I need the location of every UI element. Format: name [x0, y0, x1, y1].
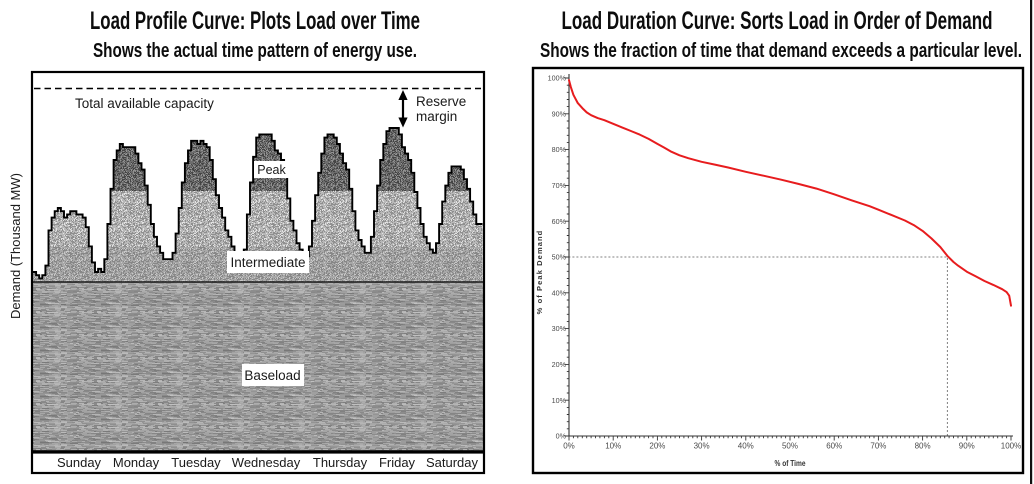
- svg-text:Saturday: Saturday: [426, 455, 479, 470]
- svg-text:Peak: Peak: [257, 163, 286, 177]
- svg-text:90%: 90%: [552, 109, 567, 118]
- svg-text:Sunday: Sunday: [57, 455, 102, 470]
- svg-text:0%: 0%: [556, 432, 567, 441]
- svg-text:Wednesday: Wednesday: [232, 455, 301, 470]
- svg-text:40%: 40%: [552, 288, 567, 297]
- svg-text:20%: 20%: [552, 360, 567, 369]
- svg-text:margin: margin: [416, 109, 457, 124]
- svg-text:20%: 20%: [649, 442, 665, 451]
- svg-text:10%: 10%: [605, 442, 621, 451]
- svg-text:40%: 40%: [738, 442, 754, 451]
- svg-text:90%: 90%: [959, 442, 975, 451]
- svg-text:70%: 70%: [870, 442, 886, 451]
- svg-text:80%: 80%: [552, 145, 567, 154]
- svg-text:Total available capacity: Total available capacity: [75, 96, 214, 111]
- svg-text:Baseload: Baseload: [244, 368, 300, 383]
- svg-text:Monday: Monday: [113, 455, 160, 470]
- svg-text:Shows the actual time pattern: Shows the actual time pattern of energy …: [93, 39, 417, 62]
- svg-text:Intermediate: Intermediate: [230, 255, 305, 270]
- svg-text:10%: 10%: [552, 396, 567, 405]
- svg-text:50%: 50%: [552, 253, 567, 262]
- svg-text:% of Peak Demand: % of Peak Demand: [535, 230, 544, 315]
- svg-text:100%: 100%: [1001, 442, 1021, 451]
- svg-text:50%: 50%: [782, 442, 798, 451]
- svg-text:0%: 0%: [563, 442, 575, 451]
- svg-text:Thursday: Thursday: [313, 455, 368, 470]
- svg-text:Shows the fraction of time tha: Shows the fraction of time that demand e…: [540, 39, 1022, 62]
- svg-text:60%: 60%: [826, 442, 842, 451]
- svg-text:30%: 30%: [694, 442, 710, 451]
- svg-text:Load Profile Curve: Plots Load: Load Profile Curve: Plots Load over Time: [90, 7, 420, 35]
- svg-text:80%: 80%: [915, 442, 931, 451]
- svg-text:Friday: Friday: [379, 455, 416, 470]
- svg-text:Load Duration Curve: Sorts Loa: Load Duration Curve: Sorts Load in Order…: [562, 7, 993, 35]
- svg-text:% of Time: % of Time: [775, 458, 806, 468]
- svg-text:Demand (Thousand MW): Demand (Thousand MW): [8, 173, 23, 319]
- svg-text:30%: 30%: [552, 324, 567, 333]
- svg-text:70%: 70%: [552, 181, 567, 190]
- svg-text:Tuesday: Tuesday: [171, 455, 221, 470]
- svg-text:100%: 100%: [548, 74, 567, 83]
- svg-text:60%: 60%: [552, 217, 567, 226]
- svg-text:Reserve: Reserve: [416, 94, 466, 109]
